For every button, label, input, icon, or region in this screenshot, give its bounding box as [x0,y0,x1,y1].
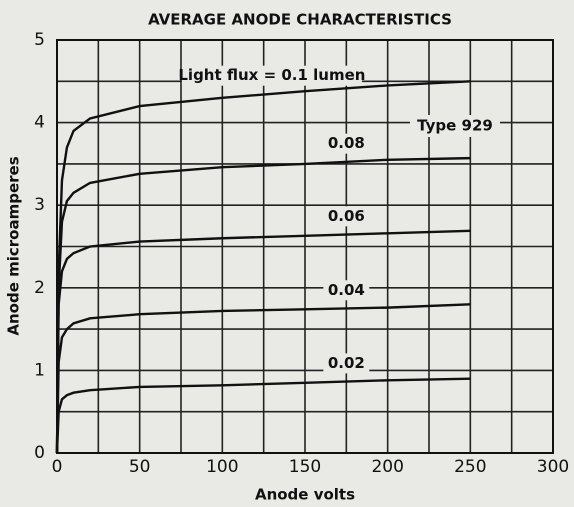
annotation-background [410,115,500,137]
y-tick-label: 5 [34,30,45,50]
curve [55,377,471,454]
x-tick-label: 100 [206,457,238,477]
series-label: Light flux = 0.1 lumen [178,66,365,84]
series-label: 0.06 [328,207,365,225]
chart-title: AVERAGE ANODE CHARACTERISTICS [148,11,452,29]
curve [55,80,471,454]
label-background [323,280,370,301]
label-background [323,206,370,227]
y-tick-label: 4 [34,113,45,133]
label-background [323,133,370,154]
annotation: Type 929 [417,117,493,135]
y-tick-label: 3 [34,195,45,215]
label-background [181,65,362,86]
label-background [323,353,370,374]
series-label: 0.04 [328,281,365,299]
curve [55,156,471,454]
series-label: 0.02 [328,354,365,372]
plot-frame [56,39,554,454]
curve [55,303,471,454]
curve [55,229,471,454]
series-label: 0.08 [328,134,365,152]
x-tick-label: 250 [454,457,486,477]
y-axis-label: Anode microamperes [5,156,23,335]
x-tick-label: 200 [371,457,403,477]
x-axis-label: Anode volts [255,486,355,504]
x-tick-label: 300 [537,457,569,477]
y-tick-label: 0 [34,443,45,463]
x-tick-label: 150 [289,457,321,477]
y-tick-label: 2 [34,278,45,298]
x-tick-label: 50 [129,457,151,477]
y-tick-label: 1 [34,360,45,380]
x-tick-label: 0 [52,457,63,477]
